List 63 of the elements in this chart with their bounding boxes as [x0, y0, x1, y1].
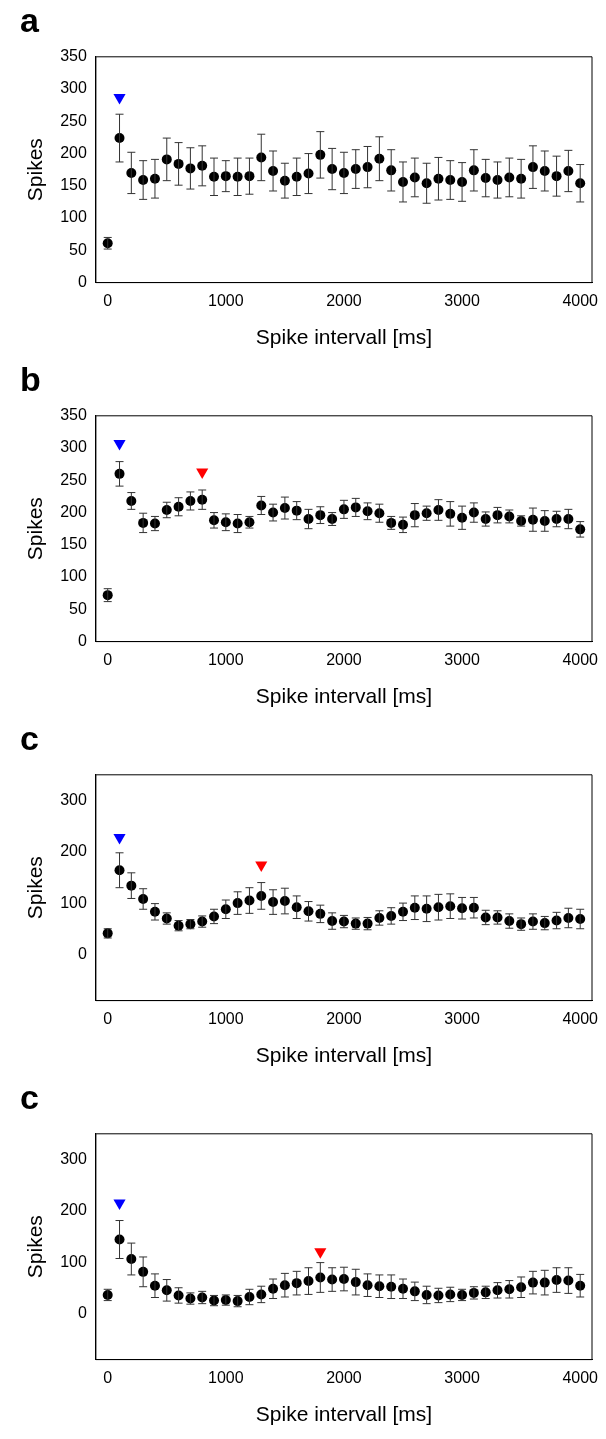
- y-tick-label: 300: [60, 790, 87, 808]
- y-tick-label: 250: [60, 111, 87, 129]
- chart-title: a: [20, 0, 40, 39]
- y-tick-label: 100: [60, 567, 87, 585]
- y-tick-label: 100: [60, 893, 87, 911]
- x-tick-label: 2000: [326, 1009, 362, 1027]
- y-tick-label: 350: [60, 406, 87, 424]
- point: [113, 833, 126, 845]
- x-tick-label: 2000: [326, 650, 362, 668]
- x-tick-label: 4000: [562, 1368, 599, 1386]
- y-tick-label: 50: [69, 240, 87, 258]
- y-tick-label: 100: [60, 208, 87, 226]
- y-axis-title: Spikes: [23, 856, 47, 920]
- x-tick-label: 0: [103, 650, 113, 668]
- y-tick-label: 0: [77, 632, 87, 650]
- x-tick-label: 4000: [562, 1009, 599, 1027]
- x-axis-title: Spike intervall [ms]: [255, 1402, 433, 1426]
- x-axis-title: Spike intervall [ms]: [255, 684, 433, 708]
- point: [196, 468, 209, 479]
- x-tick-label: 1000: [208, 1368, 244, 1386]
- x-tick-label: 3000: [444, 1368, 480, 1386]
- y-tick-label: 200: [60, 502, 87, 520]
- x-axis-title: Spike intervall [ms]: [255, 325, 433, 349]
- y-tick-label: 200: [60, 1201, 87, 1219]
- x-tick-label: 3000: [444, 650, 480, 668]
- point: [255, 861, 268, 873]
- y-tick-label: 150: [60, 535, 87, 553]
- x-tick-label: 3000: [444, 1009, 480, 1027]
- y-tick-label: 200: [60, 842, 87, 860]
- point: [113, 93, 126, 105]
- point: [314, 1248, 327, 1259]
- y-tick-label: 300: [60, 79, 87, 97]
- point: [113, 1199, 126, 1211]
- y-tick-label: 100: [60, 1252, 87, 1270]
- y-tick-label: 150: [60, 176, 87, 194]
- y-tick-label: 250: [60, 470, 87, 488]
- y-axis-title: Spikes: [23, 138, 47, 202]
- chart-title: c: [20, 1077, 39, 1116]
- y-tick-label: 0: [77, 273, 87, 291]
- chart-title: b: [20, 359, 41, 398]
- x-tick-label: 3000: [444, 291, 480, 309]
- x-tick-label: 1000: [208, 650, 244, 668]
- x-tick-label: 4000: [562, 291, 599, 309]
- y-axis-title: Spikes: [23, 1215, 47, 1279]
- x-axis-title: Spike intervall [ms]: [255, 1043, 433, 1067]
- y-tick-label: 0: [77, 944, 87, 962]
- x-tick-label: 0: [103, 1009, 113, 1027]
- y-tick-label: 300: [60, 438, 87, 456]
- y-tick-label: 200: [60, 143, 87, 161]
- y-tick-label: 50: [69, 599, 87, 617]
- x-tick-label: 0: [103, 291, 113, 309]
- chart-title: c: [20, 718, 39, 757]
- point: [113, 440, 126, 451]
- x-tick-label: 1000: [208, 291, 244, 309]
- x-tick-label: 2000: [326, 291, 362, 309]
- y-tick-label: 300: [60, 1149, 87, 1167]
- x-tick-label: 2000: [326, 1368, 362, 1386]
- x-tick-label: 4000: [562, 650, 599, 668]
- x-tick-label: 1000: [208, 1009, 244, 1027]
- x-tick-label: 0: [103, 1368, 113, 1386]
- y-tick-label: 350: [60, 47, 87, 65]
- y-tick-label: 0: [77, 1303, 87, 1321]
- y-axis-title: Spikes: [23, 497, 47, 561]
